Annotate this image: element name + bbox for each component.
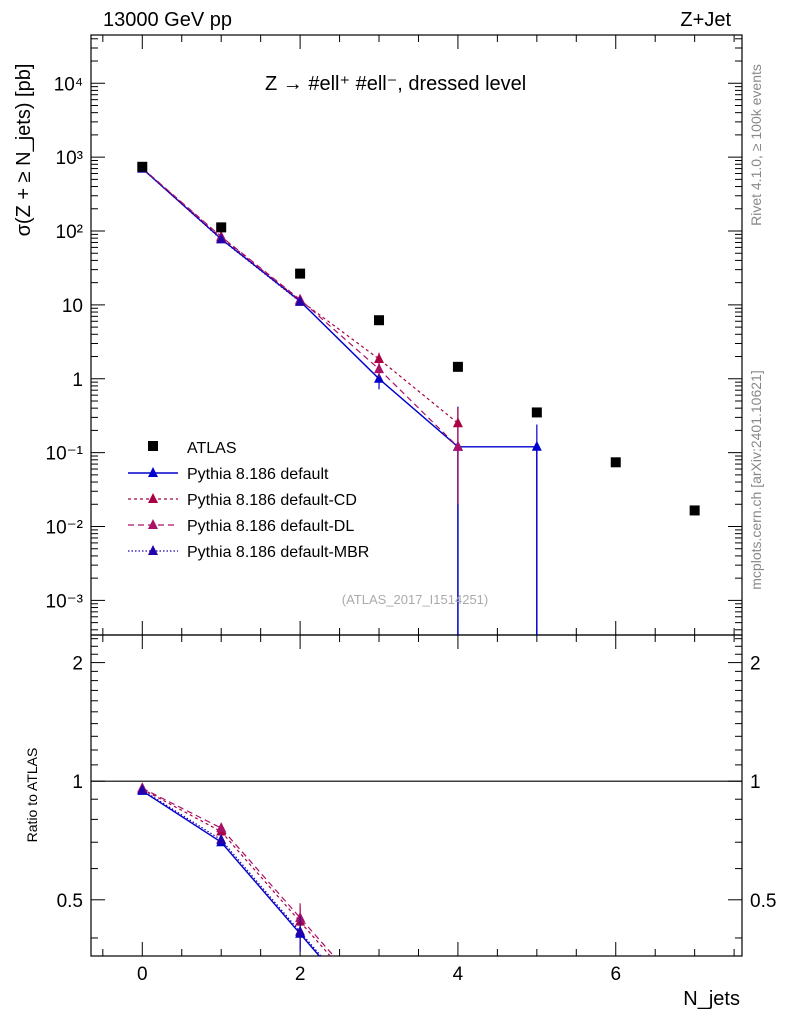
data-point-atlas xyxy=(137,161,148,172)
series-layer xyxy=(137,161,700,635)
ratio-marker-3 xyxy=(216,822,227,833)
y-tick-label-main: 10⁻² xyxy=(46,518,84,539)
legend-marker-atlas xyxy=(148,441,158,451)
x-tick-label: 0 xyxy=(137,964,148,985)
series-line-3 xyxy=(141,167,459,448)
ratio-series-layer xyxy=(91,780,742,957)
data-point-atlas xyxy=(374,315,385,326)
legend-entry-dl: Pythia 8.186 default-DL xyxy=(187,518,354,535)
chart-title: Z → #ell⁺ #ell⁻, dressed level xyxy=(265,73,526,95)
series-marker-4 xyxy=(216,233,227,244)
y-tick-label-ratio-right: 2 xyxy=(750,654,761,675)
series-marker-3 xyxy=(452,440,463,451)
y-tick-label-ratio: 1 xyxy=(72,772,83,793)
ratio-line-1 xyxy=(141,790,320,957)
top-left-label: 13000 GeV pp xyxy=(103,9,232,31)
series-marker-4 xyxy=(295,295,306,306)
tick-labels: 0 2 4 6 10⁻³ 10⁻² 10⁻¹ 1 10 10² 10³ 10⁴ 0.5 0.5 1 1 2 2 xyxy=(46,74,777,985)
x-axis-label: N_jets xyxy=(683,988,740,1010)
ratio-marker-4 xyxy=(216,833,227,844)
data-point-atlas xyxy=(689,505,700,516)
y-tick-label-main: 10 xyxy=(62,296,83,317)
x-tick-label: 2 xyxy=(295,964,306,985)
data-point-atlas xyxy=(216,222,227,233)
series-marker-2 xyxy=(374,353,385,364)
y-tick-label-ratio: 2 xyxy=(72,654,83,675)
ratio-marker-4 xyxy=(137,783,148,794)
ratio-marker-4 xyxy=(295,925,306,936)
x-tick-label: 4 xyxy=(453,964,464,985)
x-tick-label: 6 xyxy=(610,964,621,985)
legend-entry-cd: Pythia 8.186 default-CD xyxy=(187,492,357,509)
rivet-label: Rivet 4.1.0, ≥ 100k events xyxy=(748,64,764,226)
data-point-atlas xyxy=(610,457,621,468)
top-right-label: Z+Jet xyxy=(680,9,731,31)
y-tick-label-main: 10³ xyxy=(56,148,83,169)
y-tick-label-main: 10² xyxy=(56,222,83,243)
mcplots-label: mcplots.cern.ch [arXiv:2401.10621] xyxy=(748,370,764,589)
series-marker-1 xyxy=(374,372,385,383)
legend-entry-default: Pythia 8.186 default xyxy=(187,466,329,483)
series-marker-1 xyxy=(531,440,542,451)
ratio-panel-frame xyxy=(90,634,743,957)
y-tick-label-ratio-right: 0.5 xyxy=(750,891,776,912)
series-marker-3 xyxy=(374,363,385,374)
y-axis-label-ratio: Ratio to ATLAS xyxy=(24,748,40,843)
ratio-line-2 xyxy=(142,788,331,957)
legend-entry-mbr: Pythia 8.186 default-MBR xyxy=(187,544,369,561)
legend-marker-cd xyxy=(148,493,158,503)
ratio-line-4 xyxy=(141,789,322,957)
legend-marker-dl xyxy=(148,519,158,529)
y-axis-label-main: σ(Z + ≥ N_jets) [pb] xyxy=(13,64,35,237)
analysis-id: (ATLAS_2017_I1514251) xyxy=(342,592,488,607)
y-tick-label-main: 1 xyxy=(72,370,83,391)
data-point-atlas xyxy=(531,407,542,418)
y-tick-label-main: 10⁻¹ xyxy=(46,444,84,465)
legend-marker-mbr xyxy=(148,545,158,555)
y-tick-label-main: 10⁻³ xyxy=(46,591,84,612)
legend: ATLAS Pythia 8.186 default Pythia 8.186 … xyxy=(128,440,369,561)
data-point-atlas xyxy=(452,361,463,372)
data-point-atlas xyxy=(295,268,306,279)
ratio-line-3 xyxy=(142,787,335,957)
y-tick-label-ratio-right: 1 xyxy=(750,772,761,793)
y-tick-label-ratio: 0.5 xyxy=(57,891,83,912)
legend-marker-default xyxy=(148,467,158,477)
axis-ticks xyxy=(91,35,742,956)
series-line-1 xyxy=(141,168,537,448)
y-tick-label-main: 10⁴ xyxy=(54,74,83,95)
series-marker-2 xyxy=(452,417,463,428)
legend-entry-atlas: ATLAS xyxy=(187,440,237,457)
